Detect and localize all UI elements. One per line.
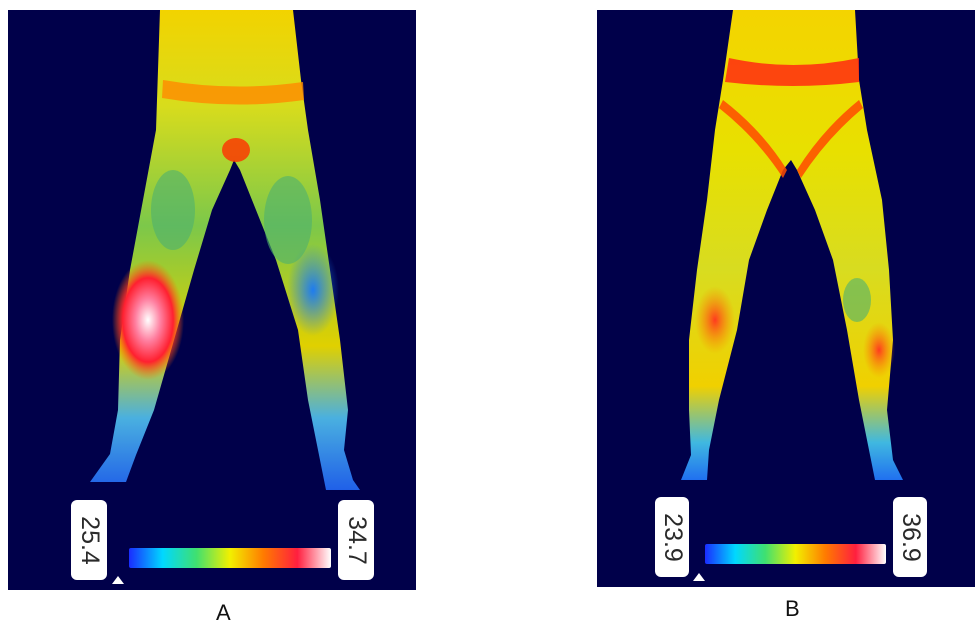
scale-max-label: 36.9	[893, 497, 927, 577]
thermal-image-a: 25.4 34.7	[8, 10, 416, 590]
scale-marker-icon	[693, 573, 705, 581]
scale-min-label: 23.9	[655, 497, 689, 577]
scale-min-label: 25.4	[71, 500, 107, 580]
thermogram-legs-a	[90, 10, 360, 490]
panel-b-caption: B	[785, 596, 800, 621]
temperature-colorbar	[705, 544, 886, 564]
scale-marker-icon	[112, 576, 124, 584]
temperature-colorbar	[129, 548, 331, 568]
scale-max-label: 34.7	[338, 500, 374, 580]
body-silhouette	[681, 10, 903, 480]
panel-a-caption: A	[216, 600, 231, 625]
thermal-image-b: 23.9 36.9	[597, 10, 975, 587]
thermogram-legs-b	[681, 10, 903, 480]
